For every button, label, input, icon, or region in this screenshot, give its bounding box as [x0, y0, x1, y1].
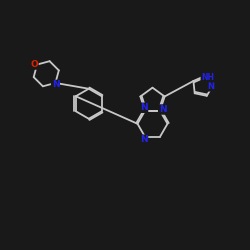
- Text: N: N: [159, 105, 166, 114]
- Text: O: O: [30, 60, 38, 69]
- Text: NH: NH: [201, 73, 214, 82]
- Text: N: N: [52, 80, 59, 90]
- Text: N: N: [208, 82, 214, 91]
- Text: N: N: [140, 135, 147, 144]
- Text: N: N: [140, 103, 147, 112]
